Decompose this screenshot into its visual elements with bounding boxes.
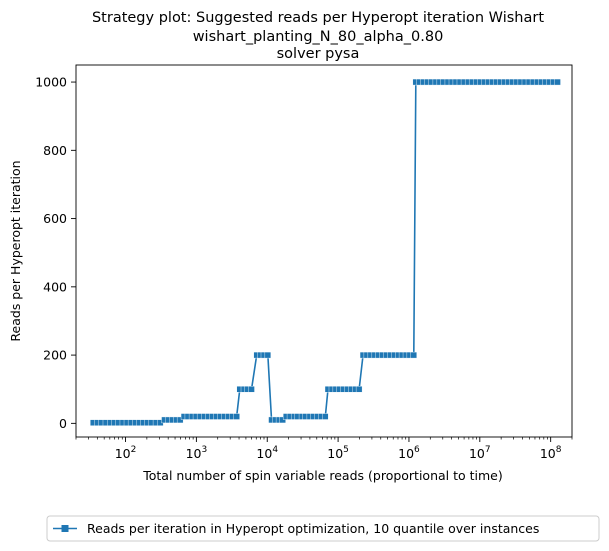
data-point-marker [264,351,272,359]
y-axis-label: Reads per Hyperopt iteration [8,160,23,341]
x-tick-label-base: 10 [540,446,556,461]
legend-frame [46,515,600,542]
x-tick-label-base: 10 [256,446,272,461]
x-tick-label-base: 10 [115,446,131,461]
legend-entry-label: Reads per iteration in Hyperopt optimiza… [87,521,539,536]
x-tick-label-exponent: 7 [485,445,491,455]
x-tick-label-exponent: 5 [343,445,349,455]
title-line-3: solver pysa [277,46,360,62]
legend: Reads per iteration in Hyperopt optimiza… [46,515,600,542]
y-tick-1000: 1000 [35,75,76,90]
svg-text:102: 102 [115,445,137,461]
title-line-1: Strategy plot: Suggested reads per Hyper… [92,10,544,26]
svg-text:106: 106 [398,445,420,461]
series-line [93,81,558,424]
y-tick-label: 1000 [35,75,67,90]
x-axis-ticks: 102 103 104 105 106 107 108 [115,437,562,461]
x-minor-ticks [75,437,573,440]
svg-text:103: 103 [186,445,208,461]
y-tick-800: 800 [43,143,76,158]
x-axis-label: Total number of spin variable reads (pro… [142,468,503,483]
x-tick-label-base: 10 [327,446,343,461]
y-tick-200: 200 [43,348,76,363]
data-point-marker [410,351,417,359]
chart-title: Strategy plot: Suggested reads per Hyper… [92,10,544,62]
svg-text:107: 107 [469,445,491,461]
legend-marker-swatch [61,525,69,532]
svg-text:108: 108 [540,445,562,461]
data-point-marker [176,416,184,424]
svg-text:105: 105 [327,445,349,461]
x-tick-label-exponent: 4 [272,445,278,455]
y-tick-0: 0 [59,416,76,431]
x-tick-1e5: 105 [327,437,349,461]
x-tick-label-exponent: 2 [131,445,137,455]
x-tick-label-base: 10 [186,446,202,461]
x-tick-1e3: 103 [186,437,208,461]
x-tick-label-base: 10 [398,446,414,461]
x-tick-label-base: 10 [469,446,485,461]
series-line-group [90,78,561,426]
x-tick-label-exponent: 3 [201,445,207,455]
y-tick-label: 200 [43,348,67,363]
data-point-marker [279,416,286,424]
y-tick-label: 0 [59,416,67,431]
y-tick-label: 400 [43,279,67,294]
x-tick-1e2: 102 [115,437,137,461]
data-point-marker [248,386,255,393]
title-line-2: wishart_planting_N_80_alpha_0.80 [193,29,444,45]
x-tick-label-exponent: 6 [414,445,420,455]
y-tick-600: 600 [43,211,76,226]
x-tick-label-exponent: 8 [556,445,562,455]
y-tick-label: 600 [43,211,67,226]
y-axis-ticks: 0 200 400 600 800 1000 [35,75,76,431]
plot-area-frame [75,64,573,438]
y-tick-label: 800 [43,143,67,158]
data-point-marker [554,78,561,86]
series-markers [90,78,561,426]
x-tick-1e6: 106 [398,437,420,461]
data-point-marker [233,413,240,420]
data-point-marker [355,386,363,393]
x-tick-1e7: 107 [469,437,491,461]
y-tick-400: 400 [43,279,76,294]
data-point-marker [322,413,329,420]
x-tick-1e8: 108 [540,437,562,461]
x-tick-1e4: 104 [256,437,278,461]
svg-text:104: 104 [256,445,278,461]
